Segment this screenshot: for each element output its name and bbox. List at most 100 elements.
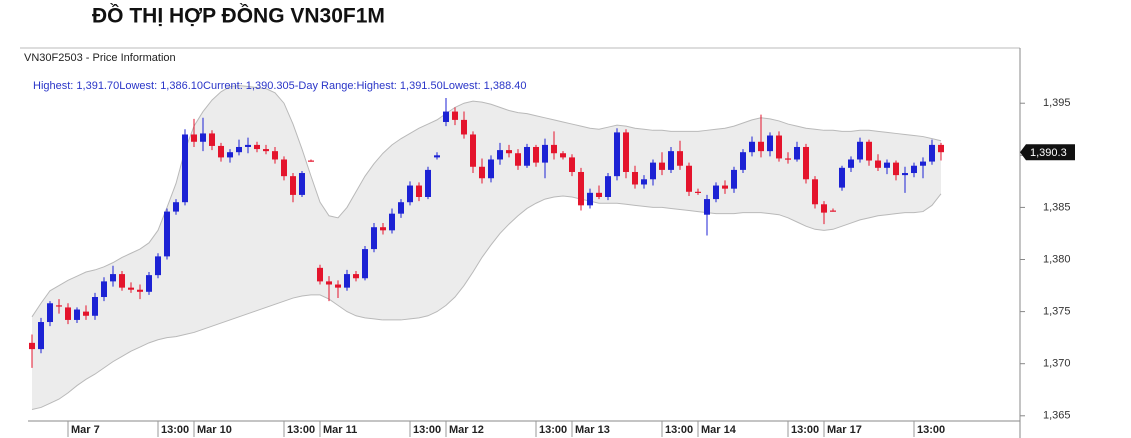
candle-body — [308, 160, 314, 162]
x-tick-label: 13:00 — [665, 424, 693, 436]
candle-body — [641, 179, 647, 185]
candle-body — [29, 342, 35, 350]
candle-body — [74, 309, 80, 320]
candle-body — [902, 173, 908, 176]
candle-body — [668, 151, 674, 170]
x-tick-label: 13:00 — [791, 424, 819, 436]
y-tick-label: 1,385 — [1043, 201, 1071, 213]
candle-body — [920, 161, 926, 166]
candle-body — [389, 213, 395, 231]
candle-body — [758, 141, 764, 152]
candle-body — [497, 150, 503, 160]
candle-body — [785, 158, 791, 160]
x-tick-label: Mar 14 — [701, 424, 737, 436]
y-tick-label: 1,380 — [1043, 253, 1071, 265]
candle-body — [398, 202, 404, 214]
candle-body — [740, 152, 746, 170]
candle-body — [110, 274, 116, 282]
candle-body — [749, 141, 755, 153]
candle-body — [875, 160, 881, 168]
y-tick-label: 1,375 — [1043, 306, 1071, 318]
candle-body — [137, 289, 143, 292]
panel-title: VN30F2503 - Price Information — [24, 52, 176, 64]
y-tick-label: 1,370 — [1043, 358, 1071, 370]
candle-body — [236, 146, 242, 153]
candle-body — [290, 176, 296, 195]
candle-body — [533, 146, 539, 163]
candle-body — [695, 191, 701, 193]
candle-body — [434, 155, 440, 158]
x-tick-label: 13:00 — [161, 424, 189, 436]
info-line: Highest: 1,391.70Lowest: 1,386.10Current… — [33, 80, 527, 92]
candle-body — [560, 153, 566, 158]
candle-body — [335, 284, 341, 288]
candle-body — [830, 210, 836, 212]
candle-body — [317, 267, 323, 282]
candle-body — [263, 149, 269, 152]
candle-body — [173, 202, 179, 212]
candle-body — [488, 159, 494, 179]
candle-body — [686, 165, 692, 192]
candle-body — [839, 167, 845, 188]
candle-body — [227, 152, 233, 158]
candle-body — [542, 144, 548, 163]
candle-body — [272, 151, 278, 160]
candle-body — [605, 176, 611, 197]
candle-body — [209, 133, 215, 146]
candle-body — [245, 144, 251, 147]
candle-body — [938, 144, 944, 153]
candle-body — [632, 171, 638, 185]
candle-body — [524, 146, 530, 166]
candle-body — [452, 111, 458, 120]
candle-body — [506, 150, 512, 154]
x-tick-label: Mar 7 — [71, 424, 100, 436]
x-tick-label: 13:00 — [917, 424, 945, 436]
candle-body — [353, 274, 359, 279]
candle-body — [65, 307, 71, 320]
candle-body — [83, 311, 89, 316]
candle-body — [182, 134, 188, 203]
candle-body — [470, 134, 476, 167]
candle-body — [677, 151, 683, 166]
candle-body — [416, 185, 422, 197]
candle-body — [812, 179, 818, 205]
candle-body — [713, 185, 719, 200]
candle-body — [614, 132, 620, 177]
candle-body — [38, 322, 44, 350]
last-price-tag — [1020, 144, 1075, 161]
band-fill — [32, 85, 941, 410]
candle-body — [191, 134, 197, 142]
candle-body — [704, 199, 710, 215]
candle-body — [551, 144, 557, 154]
candle-body — [407, 185, 413, 203]
candle-body — [776, 135, 782, 159]
candle-body — [92, 297, 98, 316]
candle-body — [515, 153, 521, 166]
candle-body — [857, 141, 863, 160]
candle-body — [218, 145, 224, 158]
candle-body — [56, 305, 62, 307]
candle-body — [866, 141, 872, 161]
candle-body — [164, 211, 170, 257]
candle-body — [281, 159, 287, 177]
plot-area — [29, 85, 944, 411]
candle-body — [821, 204, 827, 213]
candle-body — [155, 256, 161, 276]
candle-body — [911, 165, 917, 174]
candle-body — [848, 159, 854, 168]
candle-body — [569, 157, 575, 172]
candle-body — [299, 173, 305, 195]
candle-body — [128, 287, 134, 290]
candle-body — [425, 169, 431, 197]
candle-body — [893, 162, 899, 176]
candle-body — [623, 132, 629, 172]
candle-body — [929, 144, 935, 162]
x-tick-label: 13:00 — [539, 424, 567, 436]
candle-body — [326, 281, 332, 285]
x-tick-label: Mar 10 — [197, 424, 232, 436]
candle-body — [731, 169, 737, 189]
x-tick-label: Mar 11 — [323, 424, 357, 436]
candle-body — [47, 303, 53, 323]
